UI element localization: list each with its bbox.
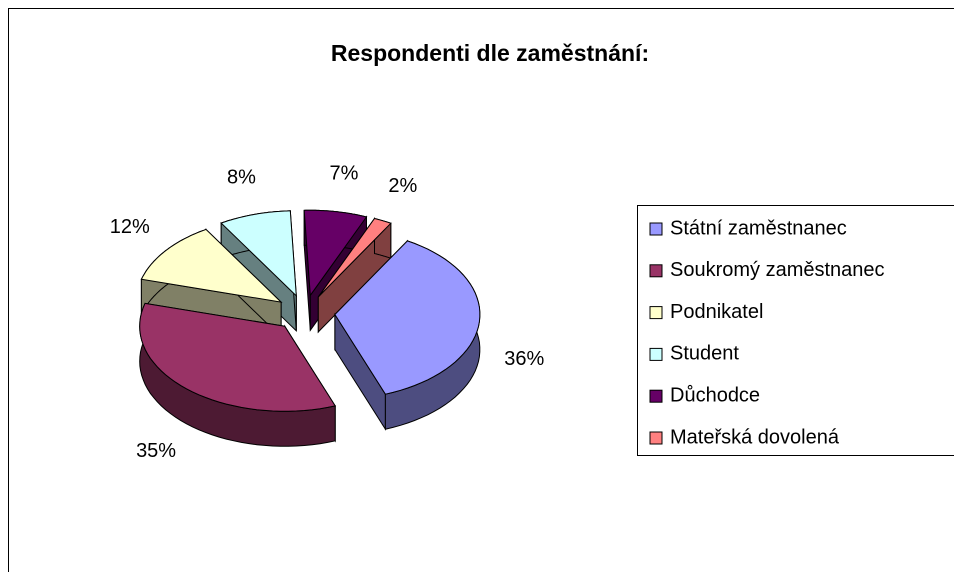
slice — [139, 302, 337, 447]
pie: 7% 8% 2% 12% 36% 35% — [110, 163, 545, 463]
legend-label: Mateřská dovolená — [670, 426, 840, 448]
slice-top — [303, 209, 368, 297]
legend: Státní zaměstnanec Soukromý zaměstnanec Po… — [649, 217, 885, 448]
legend-swatch — [649, 222, 663, 236]
legend-label: Důchodce — [670, 384, 760, 406]
slice — [334, 239, 481, 431]
slice-top — [140, 228, 283, 303]
legend-box — [637, 205, 954, 456]
data-label: 12% — [110, 216, 150, 238]
legend-label: Student — [670, 343, 739, 365]
chart-title: Respondenti dle zaměstnání: — [331, 40, 649, 66]
slice-top — [317, 217, 392, 298]
legend-swatch — [649, 264, 663, 278]
legend-swatch — [649, 306, 663, 320]
legend-label: Podnikatel — [670, 301, 763, 323]
data-label: 2% — [388, 175, 417, 197]
legend-swatch — [649, 347, 663, 361]
legend-label: Soukromý zaměstnanec — [670, 259, 885, 281]
data-label: 7% — [330, 163, 359, 185]
data-label: 36% — [504, 348, 544, 370]
slice-top — [139, 302, 337, 412]
slice-top — [334, 240, 481, 395]
legend-label: Státní zaměstnanec — [670, 217, 847, 239]
slice — [140, 228, 283, 339]
legend-swatch — [649, 431, 663, 445]
data-label: 8% — [227, 166, 256, 188]
legend-swatch — [649, 389, 663, 403]
slice-top — [220, 210, 297, 298]
slice — [317, 216, 392, 334]
data-label: 35% — [136, 440, 176, 462]
